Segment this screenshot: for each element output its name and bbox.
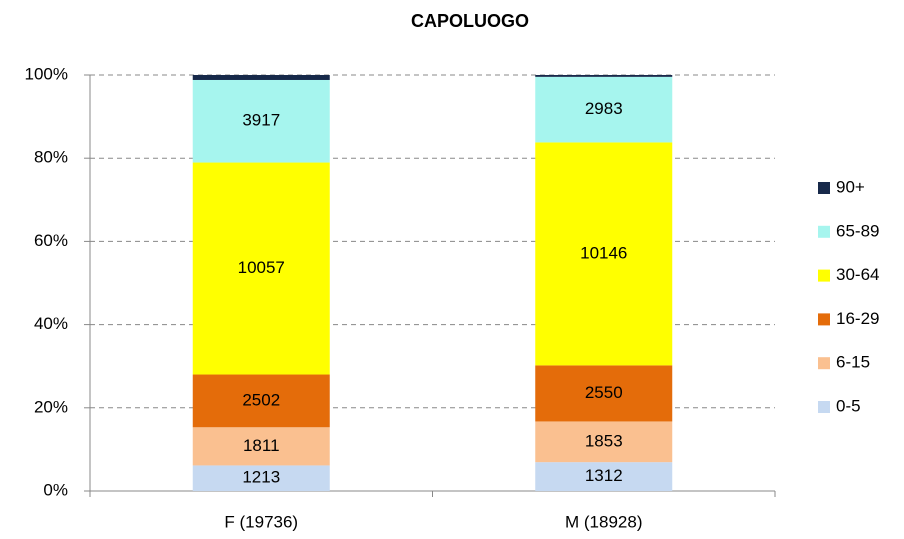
bar-segment xyxy=(192,75,330,80)
legend-swatch xyxy=(818,225,830,238)
x-tick-label: M (18928) xyxy=(565,512,642,531)
legend-label: 6-15 xyxy=(836,353,870,372)
legend-swatch xyxy=(818,182,830,194)
data-label: 10057 xyxy=(238,258,285,277)
data-label: 3917 xyxy=(242,111,280,130)
bar-segment xyxy=(192,79,330,163)
data-label: 10146 xyxy=(580,243,627,262)
bar-segment xyxy=(192,465,330,491)
legend-label: 30-64 xyxy=(836,265,879,284)
y-tick-label: 80% xyxy=(34,148,68,167)
legend-label: 65-89 xyxy=(836,221,879,240)
data-label: 1312 xyxy=(585,466,623,485)
y-tick-label: 100% xyxy=(25,64,68,83)
bar-segment xyxy=(192,162,330,375)
legend-label: 16-29 xyxy=(836,309,879,328)
bar-segment xyxy=(192,374,330,428)
bar-segment xyxy=(535,421,673,463)
legend-swatch xyxy=(818,269,830,282)
data-label: 2550 xyxy=(585,383,623,402)
bar-segment xyxy=(535,76,673,143)
bar-segment xyxy=(535,75,673,77)
legend-swatch xyxy=(818,401,830,413)
y-tick-label: 40% xyxy=(34,314,68,333)
data-label: 1213 xyxy=(242,468,280,487)
data-label: 2502 xyxy=(242,390,280,409)
x-tick-label: F (19736) xyxy=(224,512,298,531)
legend-swatch xyxy=(818,357,830,370)
data-label: 2983 xyxy=(585,99,623,118)
chart-title: CAPOLUOGO xyxy=(411,11,529,31)
y-tick-label: 60% xyxy=(34,231,68,250)
bar-segment xyxy=(535,142,673,366)
legend-swatch xyxy=(818,313,830,326)
y-tick-label: 0% xyxy=(43,480,68,499)
bar-segment xyxy=(535,462,673,491)
bar-segment xyxy=(192,427,330,466)
legend-label: 0-5 xyxy=(836,396,861,415)
data-label: 1811 xyxy=(243,436,280,455)
bar-segment xyxy=(535,365,673,422)
data-label: 1853 xyxy=(585,431,623,450)
y-tick-label: 20% xyxy=(34,397,68,416)
legend-label: 90+ xyxy=(836,177,865,196)
